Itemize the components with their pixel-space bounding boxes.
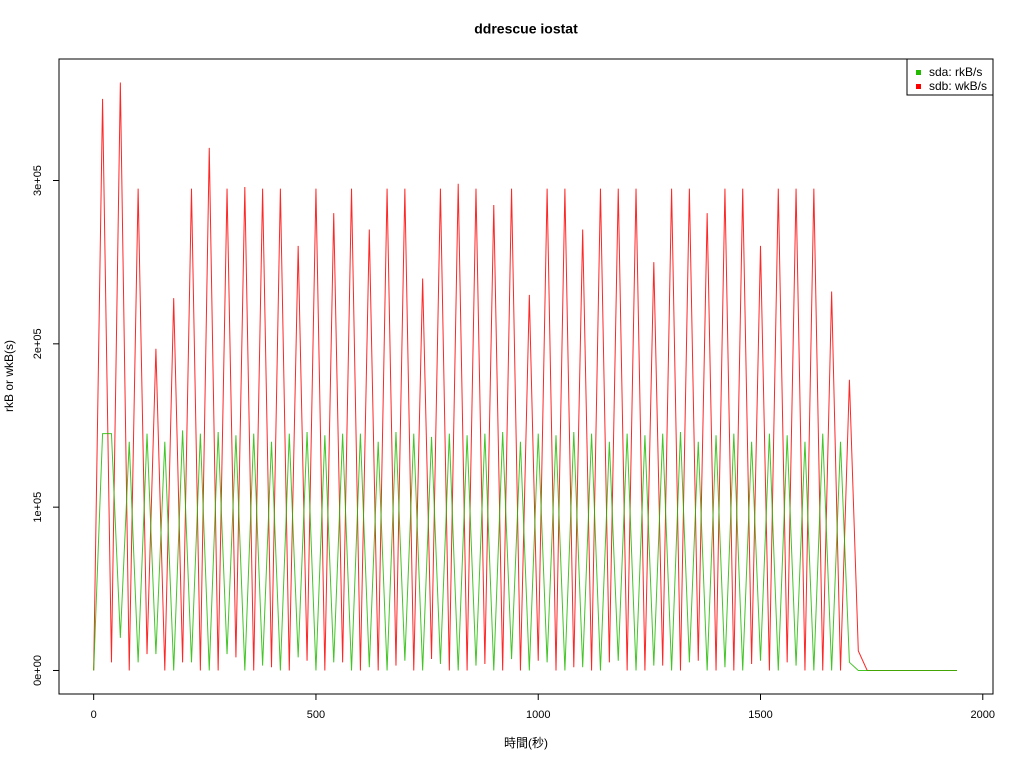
- x-axis-label: 時間(秒): [504, 736, 548, 750]
- legend-swatch: [916, 70, 921, 75]
- x-tick-label: 2000: [971, 709, 995, 721]
- legend-label: sdb: wkB/s: [929, 79, 987, 93]
- x-tick-label: 1500: [748, 709, 772, 721]
- legend-swatch: [916, 84, 921, 89]
- series-line: [93, 430, 957, 671]
- legend-box: [906, 58, 994, 96]
- y-tick-label: 0e+00: [32, 655, 44, 686]
- x-tick-label: 1000: [526, 709, 550, 721]
- x-tick-label: 0: [91, 709, 97, 721]
- legend-label: sda: rkB/s: [929, 65, 982, 79]
- y-tick-label: 1e+05: [32, 492, 44, 523]
- y-tick-label: 3e+05: [32, 165, 44, 196]
- y-axis-label: rkB or wkB(s): [2, 340, 16, 412]
- x-tick-label: 500: [307, 709, 325, 721]
- y-tick-label: 2e+05: [32, 328, 44, 359]
- series-line: [93, 82, 957, 671]
- chart-title: ddrescue iostat: [474, 21, 578, 37]
